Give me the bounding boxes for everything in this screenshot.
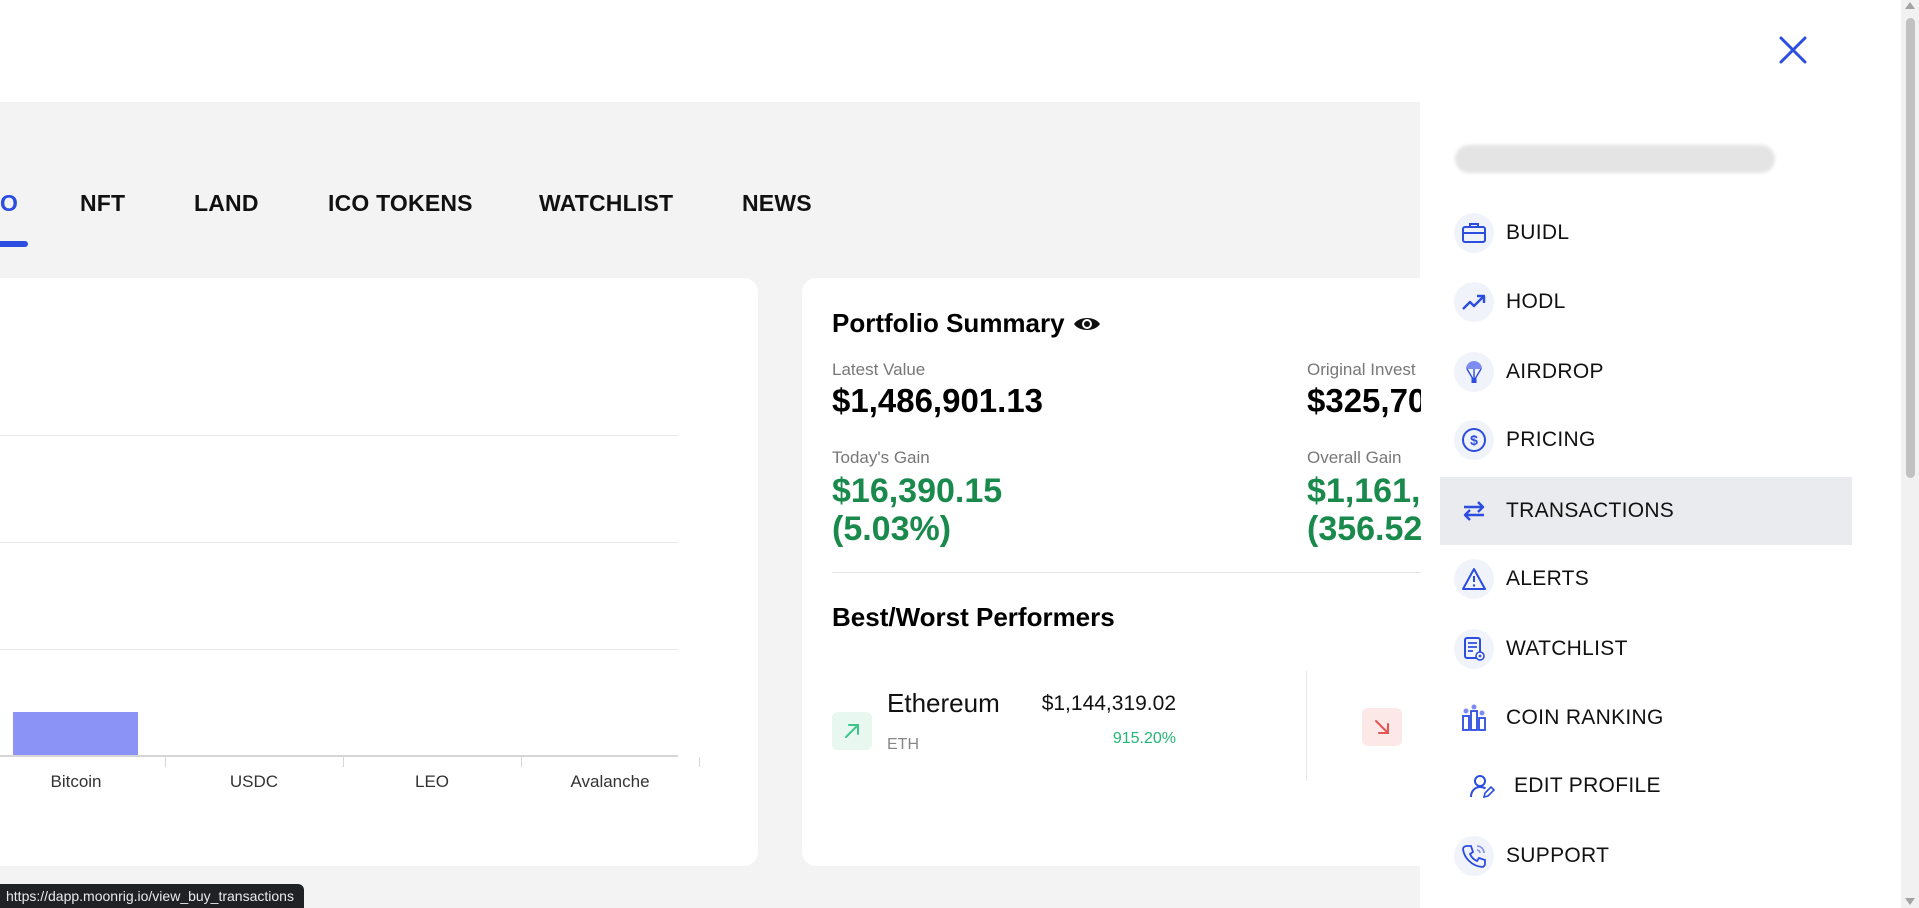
menu-item-label: ALERTS [1506, 567, 1590, 590]
chart-tick-mark [699, 757, 700, 767]
menu-item-label: COIN RANKING [1506, 706, 1664, 729]
portfolio-summary-card: Portfolio Summary Latest Value $1,486,90… [802, 278, 1458, 866]
chart-bar[interactable] [13, 712, 138, 755]
main-content: O NFT LAND ICO TOKENS WATCHLIST NEWS Bit… [0, 102, 1458, 908]
menu-item-transactions[interactable]: TRANSACTIONS [1440, 477, 1852, 545]
original-investment-label: Original Invest [1307, 360, 1416, 379]
svg-text:$: $ [1470, 432, 1478, 448]
latest-value-label: Latest Value [832, 360, 926, 379]
menu-item-label: TRANSACTIONS [1506, 499, 1675, 522]
chart-tick-mark [343, 757, 344, 767]
allocation-chart-card: Bitcoin USDC LEO Avalanche [0, 278, 758, 866]
performer-divider [1306, 671, 1307, 781]
tab-news[interactable]: NEWS [742, 190, 812, 216]
menu-item-label: PRICING [1506, 428, 1596, 451]
chart-gridline [0, 649, 678, 650]
active-tab-indicator [0, 241, 28, 247]
user-name-redacted [1455, 145, 1775, 173]
page-scrollbar[interactable] [1901, 0, 1919, 908]
menu-item-label: EDIT PROFILE [1514, 774, 1661, 797]
eye-icon[interactable] [1073, 314, 1101, 334]
edit-profile-icon [1462, 766, 1502, 806]
chart-x-axis [0, 755, 678, 757]
original-investment-value: $325,70 [1307, 382, 1427, 419]
scrollbar-thumb[interactable] [1906, 18, 1915, 478]
chart-gridline [0, 542, 678, 543]
chart-tick-mark [165, 757, 166, 767]
best-performer-symbol: ETH [887, 736, 919, 753]
top-bar [0, 0, 1420, 102]
menu-item-support[interactable]: SUPPORT [1440, 822, 1852, 890]
menu-item-hodl[interactable]: HODL [1440, 268, 1852, 336]
todays-gain-percent: (5.03%) [832, 510, 952, 548]
menu-item-label: BUIDL [1506, 221, 1570, 244]
portfolio-summary-heading: Portfolio Summary [832, 308, 1101, 339]
tab-bar: O NFT LAND ICO TOKENS WATCHLIST NEWS [0, 102, 1420, 247]
warning-icon [1454, 559, 1494, 599]
best-performer-percent: 915.20% [1112, 730, 1176, 747]
menu-item-coin-ranking[interactable]: COIN RANKING [1440, 684, 1852, 752]
chart-gridline [0, 435, 678, 436]
chart-x-tick-label: LEO [414, 772, 450, 791]
menu-item-alerts[interactable]: ALERTS [1440, 545, 1852, 613]
swap-arrows-icon [1454, 491, 1494, 531]
tab-watchlist[interactable]: WATCHLIST [539, 190, 674, 216]
close-icon[interactable] [1775, 32, 1811, 68]
overall-gain-label: Overall Gain [1307, 448, 1402, 467]
scroll-down-icon[interactable] [1905, 898, 1915, 905]
tab-ico-tokens[interactable]: ICO TOKENS [328, 190, 473, 216]
menu-item-pricing[interactable]: $ PRICING [1440, 406, 1852, 474]
latest-value: $1,486,901.13 [832, 382, 1044, 419]
chart-tick-mark [521, 757, 522, 767]
briefcase-icon [1454, 213, 1494, 253]
coin-ranking-icon [1454, 698, 1494, 738]
menu-item-label: WATCHLIST [1506, 637, 1628, 660]
tab-portfolio[interactable]: O [0, 190, 19, 216]
menu-item-edit-profile[interactable]: EDIT PROFILE [1440, 752, 1852, 820]
chart-x-tick-label: Avalanche [570, 772, 650, 791]
overall-gain-percent: (356.52 [1307, 510, 1423, 548]
todays-gain-value: $16,390.15 [832, 472, 1003, 510]
best-performer-arrow-up-icon [832, 712, 872, 750]
worst-performer-arrow-down-icon [1362, 708, 1402, 746]
best-performer-name[interactable]: Ethereum [887, 688, 1000, 718]
status-bar-url: https://dapp.moonrig.io/view_buy_transac… [0, 884, 304, 908]
menu-item-buidl[interactable]: BUIDL [1440, 199, 1852, 267]
portfolio-summary-title: Portfolio Summary [832, 308, 1065, 338]
tab-nft[interactable]: NFT [80, 190, 126, 216]
parachute-icon [1454, 352, 1494, 392]
menu-item-airdrop[interactable]: AIRDROP [1440, 338, 1852, 406]
menu-item-label: SUPPORT [1506, 844, 1610, 867]
tab-land[interactable]: LAND [194, 190, 259, 216]
todays-gain-label: Today's Gain [832, 448, 930, 467]
dollar-circle-icon: $ [1454, 420, 1494, 460]
phone-icon [1454, 836, 1494, 876]
menu-item-label: HODL [1506, 290, 1566, 313]
chart-x-tick-label: Bitcoin [50, 772, 102, 791]
chart-x-tick-label: USDC [229, 772, 279, 791]
scroll-up-icon[interactable] [1905, 2, 1915, 9]
trending-up-icon [1454, 282, 1494, 322]
menu-item-label: AIRDROP [1506, 360, 1604, 383]
menu-item-watchlist[interactable]: WATCHLIST [1440, 615, 1852, 683]
summary-divider [832, 572, 1432, 573]
watchlist-icon [1454, 629, 1494, 669]
best-performer-value: $1,144,319.02 [1041, 692, 1176, 715]
best-worst-title: Best/Worst Performers [832, 602, 1115, 632]
